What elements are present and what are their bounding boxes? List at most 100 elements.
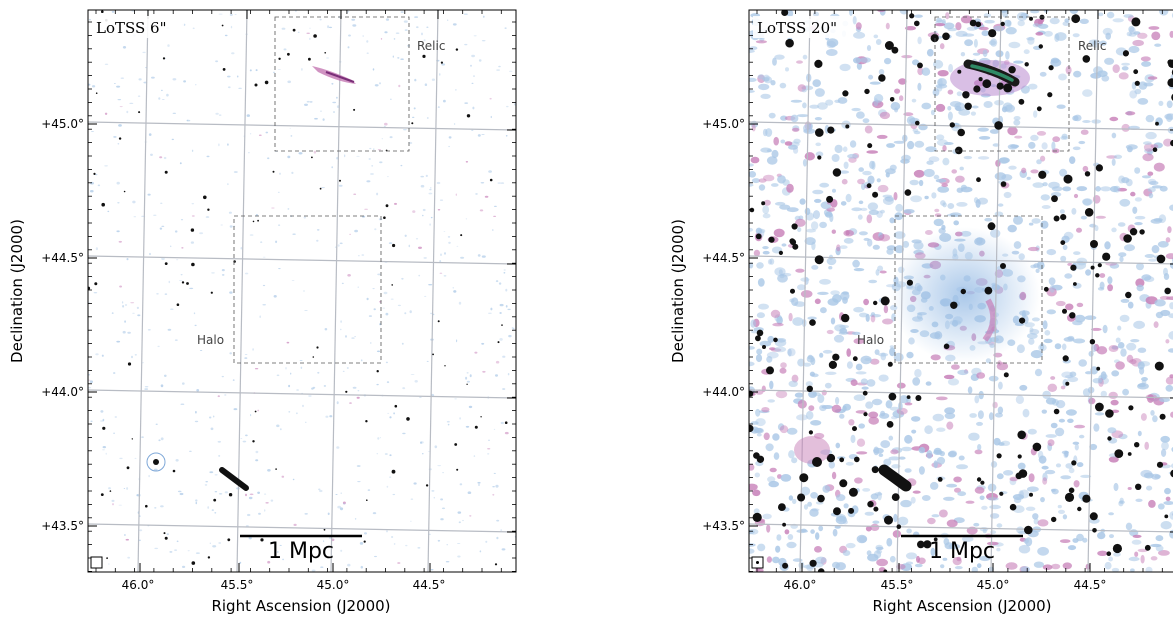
right-point-source xyxy=(962,91,970,99)
right-point-source xyxy=(1077,506,1082,512)
right-noise-speck xyxy=(1140,413,1147,421)
left-noise-speck xyxy=(113,372,116,374)
left-noise-speck xyxy=(258,512,261,515)
right-noise-speck xyxy=(1148,499,1156,508)
right-noise-speck xyxy=(937,70,949,77)
right-noise-speck xyxy=(1105,32,1111,40)
right-noise-speck xyxy=(914,368,922,378)
right-noise-speck xyxy=(1000,440,1011,446)
left-noise-speck xyxy=(374,84,379,87)
right-point-source xyxy=(814,59,823,68)
left-noise-speck xyxy=(104,112,108,116)
right-noise-speck xyxy=(873,98,879,107)
right-noise-speck xyxy=(1082,120,1091,123)
right-noise-speck xyxy=(870,523,880,532)
left-noise-speck xyxy=(410,520,412,522)
right-noise-speck xyxy=(869,160,875,169)
left-noise-speck xyxy=(386,485,389,488)
right-noise-speck xyxy=(1121,66,1129,71)
right-point-sources xyxy=(749,10,1173,572)
left-noise-speck xyxy=(209,542,211,544)
right-point-source xyxy=(1051,195,1058,203)
right-noise-speck xyxy=(955,105,962,111)
right-noise-speck xyxy=(769,467,777,473)
left-noise-speck xyxy=(481,342,485,345)
right-point-source xyxy=(982,79,992,89)
right-noise-speck xyxy=(779,82,787,89)
left-point-source xyxy=(221,24,224,27)
right-noise-speck xyxy=(1078,359,1087,367)
right-noise-speck xyxy=(774,346,787,353)
left-noise-speck xyxy=(193,312,196,315)
right-noise-speck xyxy=(832,188,836,193)
right-noise-speck xyxy=(831,404,842,413)
right-noise-speck xyxy=(998,442,1005,446)
left-noise-speck xyxy=(357,286,359,288)
left-noise-speck xyxy=(191,149,194,152)
right-noise-speck xyxy=(992,401,998,409)
right-noise-speck xyxy=(1166,296,1173,300)
right-noise-speck xyxy=(1130,568,1135,572)
right-noise-speck xyxy=(753,508,760,514)
right-noise-speck xyxy=(1160,435,1170,443)
right-point-source xyxy=(1170,139,1173,147)
right-noise-speck xyxy=(767,335,775,343)
right-noise-speck xyxy=(1158,214,1167,224)
right-point-source xyxy=(880,296,890,306)
right-noise-speck xyxy=(1040,220,1049,229)
right-noise-speck xyxy=(1141,274,1152,281)
left-noise-speck xyxy=(463,13,468,15)
right-point-source xyxy=(848,507,855,514)
left-noise-speck xyxy=(430,569,434,571)
left-noise-layer xyxy=(88,10,516,572)
right-noise-speck xyxy=(853,268,865,272)
right-point-source xyxy=(1047,92,1053,98)
right-noise-speck xyxy=(900,499,912,508)
left-point-source xyxy=(164,170,168,174)
right-noise-speck xyxy=(765,128,773,137)
left-noise-speck xyxy=(369,147,372,150)
right-noise-speck xyxy=(1037,450,1044,459)
left-noise-speck xyxy=(169,551,173,553)
right-noise-speck xyxy=(1144,441,1149,450)
right-noise-speck xyxy=(934,213,942,218)
right-point-source xyxy=(1000,263,1006,269)
left-noise-speck xyxy=(280,428,282,431)
left-noise-speck xyxy=(404,234,407,237)
right-noise-speck xyxy=(1140,56,1151,62)
right-noise-speck xyxy=(876,178,881,183)
left-noise-speck xyxy=(129,102,134,104)
right-noise-speck xyxy=(873,34,879,39)
left-noise-speck xyxy=(166,93,169,97)
left-noise-speck xyxy=(297,31,300,33)
right-diffuse-source xyxy=(794,436,830,464)
right-noise-speck xyxy=(787,348,796,357)
left-noise-speck xyxy=(164,374,167,377)
right-noise-speck xyxy=(862,118,870,124)
left-noise-speck xyxy=(424,295,427,297)
left-noise-speck xyxy=(496,536,499,540)
left-noise-speck xyxy=(358,255,360,257)
left-noise-speck xyxy=(495,280,499,283)
left-point-source xyxy=(339,179,341,182)
right-point-source xyxy=(845,124,850,129)
left-noise-speck xyxy=(507,373,510,376)
right-point-source xyxy=(809,559,817,567)
right-point-source xyxy=(1095,402,1104,412)
right-noise-speck xyxy=(1111,370,1120,377)
right-noise-speck xyxy=(1050,58,1062,67)
right-noise-speck xyxy=(851,107,861,112)
right-noise-speck xyxy=(941,183,948,187)
right-noise-speck xyxy=(1165,376,1173,385)
left-noise-speck xyxy=(457,543,461,544)
right-noise-speck xyxy=(1151,473,1161,480)
right-noise-speck xyxy=(839,245,848,250)
right-noise-speck xyxy=(973,197,979,204)
right-noise-speck xyxy=(749,528,759,535)
right-noise-speck xyxy=(1045,469,1056,475)
right-noise-speck xyxy=(1154,43,1162,47)
left-noise-speck xyxy=(335,494,338,495)
right-noise-speck xyxy=(1117,342,1125,349)
left-noise-speck xyxy=(151,76,155,79)
right-noise-speck xyxy=(1031,218,1041,224)
